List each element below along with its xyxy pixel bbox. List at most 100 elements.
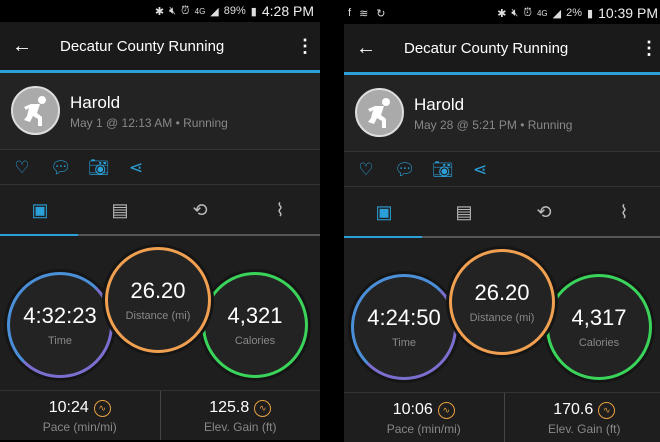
lte-icon: 4G (195, 7, 206, 16)
time-circle: 4:24:50 Time (351, 274, 457, 380)
tab-bar: ▣ ▤ ⟲ ⌇ (0, 186, 320, 234)
mute-icon: 🔇︎ (169, 5, 176, 18)
user-name[interactable]: Harold (70, 93, 120, 113)
battery-icon: ▮ (587, 7, 593, 20)
comment-icon[interactable]: 💬︎ (50, 158, 70, 178)
distance-value: 26.20 (474, 280, 529, 306)
pulse-chart-icon[interactable]: ∿ (438, 402, 455, 419)
pace-stat[interactable]: 10:06 ∿ Pace (min/mi) (344, 393, 504, 442)
activity-meta: May 1 @ 12:13 AM • Running (70, 116, 228, 130)
pace-value: 10:06 (393, 401, 433, 419)
more-options-icon[interactable]: ⋮ (634, 38, 660, 59)
app-bar: ← Decatur County Running ⋮ (0, 22, 320, 70)
back-arrow-icon[interactable]: ← (0, 35, 44, 58)
lte-icon: 4G (537, 9, 548, 18)
mute-icon: 🔇︎ (511, 7, 518, 20)
distance-label: Distance (mi) (126, 310, 191, 322)
pace-stat[interactable]: 10:24 ∿ Pace (min/mi) (0, 391, 160, 440)
time-label: Time (392, 337, 416, 349)
battery-percent: 89% (224, 5, 246, 17)
bluetooth-icon: ✱ (155, 5, 164, 18)
wifi-icon: ≋ (359, 7, 368, 20)
like-heart-icon[interactable]: ♡ (356, 160, 376, 180)
distance-circle: 26.20 Distance (mi) (449, 249, 555, 355)
signal-icon: ◢ (210, 5, 218, 18)
action-bar: ♡ 💬︎ 📷︎ ⋖ (0, 151, 320, 185)
page-title: Decatur County Running (44, 38, 290, 55)
tab-details-document-icon[interactable]: ▤ (80, 186, 160, 234)
elevation-label: Elev. Gain (ft) (548, 422, 620, 436)
elevation-value: 170.6 (553, 401, 593, 419)
distance-value: 26.20 (130, 278, 185, 304)
elevation-stat[interactable]: 170.6 ∿ Elev. Gain (ft) (504, 393, 660, 442)
avatar[interactable] (11, 86, 60, 135)
activity-header: Harold May 28 @ 5:21 PM • Running (344, 75, 660, 152)
elevation-label: Elev. Gain (ft) (204, 420, 276, 434)
activity-header: Harold May 1 @ 12:13 AM • Running (0, 73, 320, 150)
bluetooth-icon: ✱ (497, 7, 506, 20)
pace-value: 10:24 (49, 399, 89, 417)
tab-overview-map-icon[interactable]: ▣ (344, 188, 424, 236)
calories-label: Calories (235, 335, 275, 347)
tab-details-document-icon[interactable]: ▤ (424, 188, 504, 236)
calories-label: Calories (579, 337, 619, 349)
alarm-icon: ⏰︎ (181, 5, 190, 18)
pulse-chart-icon[interactable]: ∿ (254, 400, 271, 417)
add-photo-icon[interactable]: 📷︎ (88, 158, 108, 178)
clock: 10:39 PM (598, 5, 658, 21)
tab-indicator (0, 234, 320, 236)
battery-icon: ▮ (251, 5, 257, 18)
avatar[interactable] (355, 88, 404, 137)
tab-charts-pulse-icon[interactable]: ⌇ (584, 188, 660, 236)
status-bar: f ≋ ↻ ✱ 🔇︎ ⏰︎ 4G ◢ 2% ▮ 10:39 PM (344, 2, 660, 24)
phone-screen-right: f ≋ ↻ ✱ 🔇︎ ⏰︎ 4G ◢ 2% ▮ 10:39 PM ← Decatur… (344, 2, 660, 442)
time-value: 4:32:23 (23, 303, 96, 329)
facebook-icon: f (348, 7, 351, 19)
calories-value: 4,321 (227, 303, 282, 329)
status-left-icons: f ≋ ↻ (348, 2, 386, 24)
distance-label: Distance (mi) (470, 312, 535, 324)
like-heart-icon[interactable]: ♡ (12, 158, 32, 178)
sync-icon: ↻ (376, 7, 385, 20)
runner-icon (19, 94, 53, 128)
page-title: Decatur County Running (388, 40, 634, 57)
app-bar: ← Decatur County Running ⋮ (344, 24, 660, 72)
time-circle: 4:32:23 Time (7, 272, 113, 378)
pulse-chart-icon[interactable]: ∿ (598, 402, 615, 419)
alarm-icon: ⏰︎ (523, 7, 532, 20)
user-name[interactable]: Harold (414, 95, 464, 115)
action-bar: ♡ 💬︎ 📷︎ ⋖ (344, 153, 660, 187)
add-photo-icon[interactable]: 📷︎ (432, 160, 452, 180)
time-value: 4:24:50 (367, 305, 440, 331)
calories-value: 4,317 (571, 305, 626, 331)
stats-row: 10:24 ∿ Pace (min/mi) 125.8 ∿ Elev. Gain (… (0, 390, 320, 440)
signal-icon: ◢ (553, 7, 561, 20)
calories-circle: 4,321 Calories (202, 272, 308, 378)
pulse-chart-icon[interactable]: ∿ (94, 400, 111, 417)
share-icon[interactable]: ⋖ (126, 158, 146, 178)
elevation-stat[interactable]: 125.8 ∿ Elev. Gain (ft) (160, 391, 321, 440)
clock: 4:28 PM (262, 3, 314, 19)
status-bar: ✱ 🔇︎ ⏰︎ 4G ◢ 89% ▮ 4:28 PM (0, 0, 320, 22)
pace-label: Pace (min/mi) (387, 422, 461, 436)
more-options-icon[interactable]: ⋮ (290, 36, 320, 57)
distance-circle: 26.20 Distance (mi) (105, 247, 211, 353)
share-icon[interactable]: ⋖ (470, 160, 490, 180)
runner-icon (363, 96, 397, 130)
battery-percent: 2% (566, 7, 582, 19)
time-label: Time (48, 335, 72, 347)
stats-row: 10:06 ∿ Pace (min/mi) 170.6 ∿ Elev. Gain (… (344, 392, 660, 442)
elevation-value: 125.8 (209, 399, 249, 417)
back-arrow-icon[interactable]: ← (344, 37, 388, 60)
tab-laps-loop-icon[interactable]: ⟲ (160, 186, 240, 234)
comment-icon[interactable]: 💬︎ (394, 160, 414, 180)
calories-circle: 4,317 Calories (546, 274, 652, 380)
tab-indicator (344, 236, 660, 238)
tab-overview-map-icon[interactable]: ▣ (0, 186, 80, 234)
pace-label: Pace (min/mi) (43, 420, 117, 434)
phone-screen-left: ✱ 🔇︎ ⏰︎ 4G ◢ 89% ▮ 4:28 PM ← Decatur Cou… (0, 0, 320, 440)
tab-bar: ▣ ▤ ⟲ ⌇ (344, 188, 660, 236)
activity-meta: May 28 @ 5:21 PM • Running (414, 118, 572, 132)
tab-charts-pulse-icon[interactable]: ⌇ (240, 186, 320, 234)
tab-laps-loop-icon[interactable]: ⟲ (504, 188, 584, 236)
